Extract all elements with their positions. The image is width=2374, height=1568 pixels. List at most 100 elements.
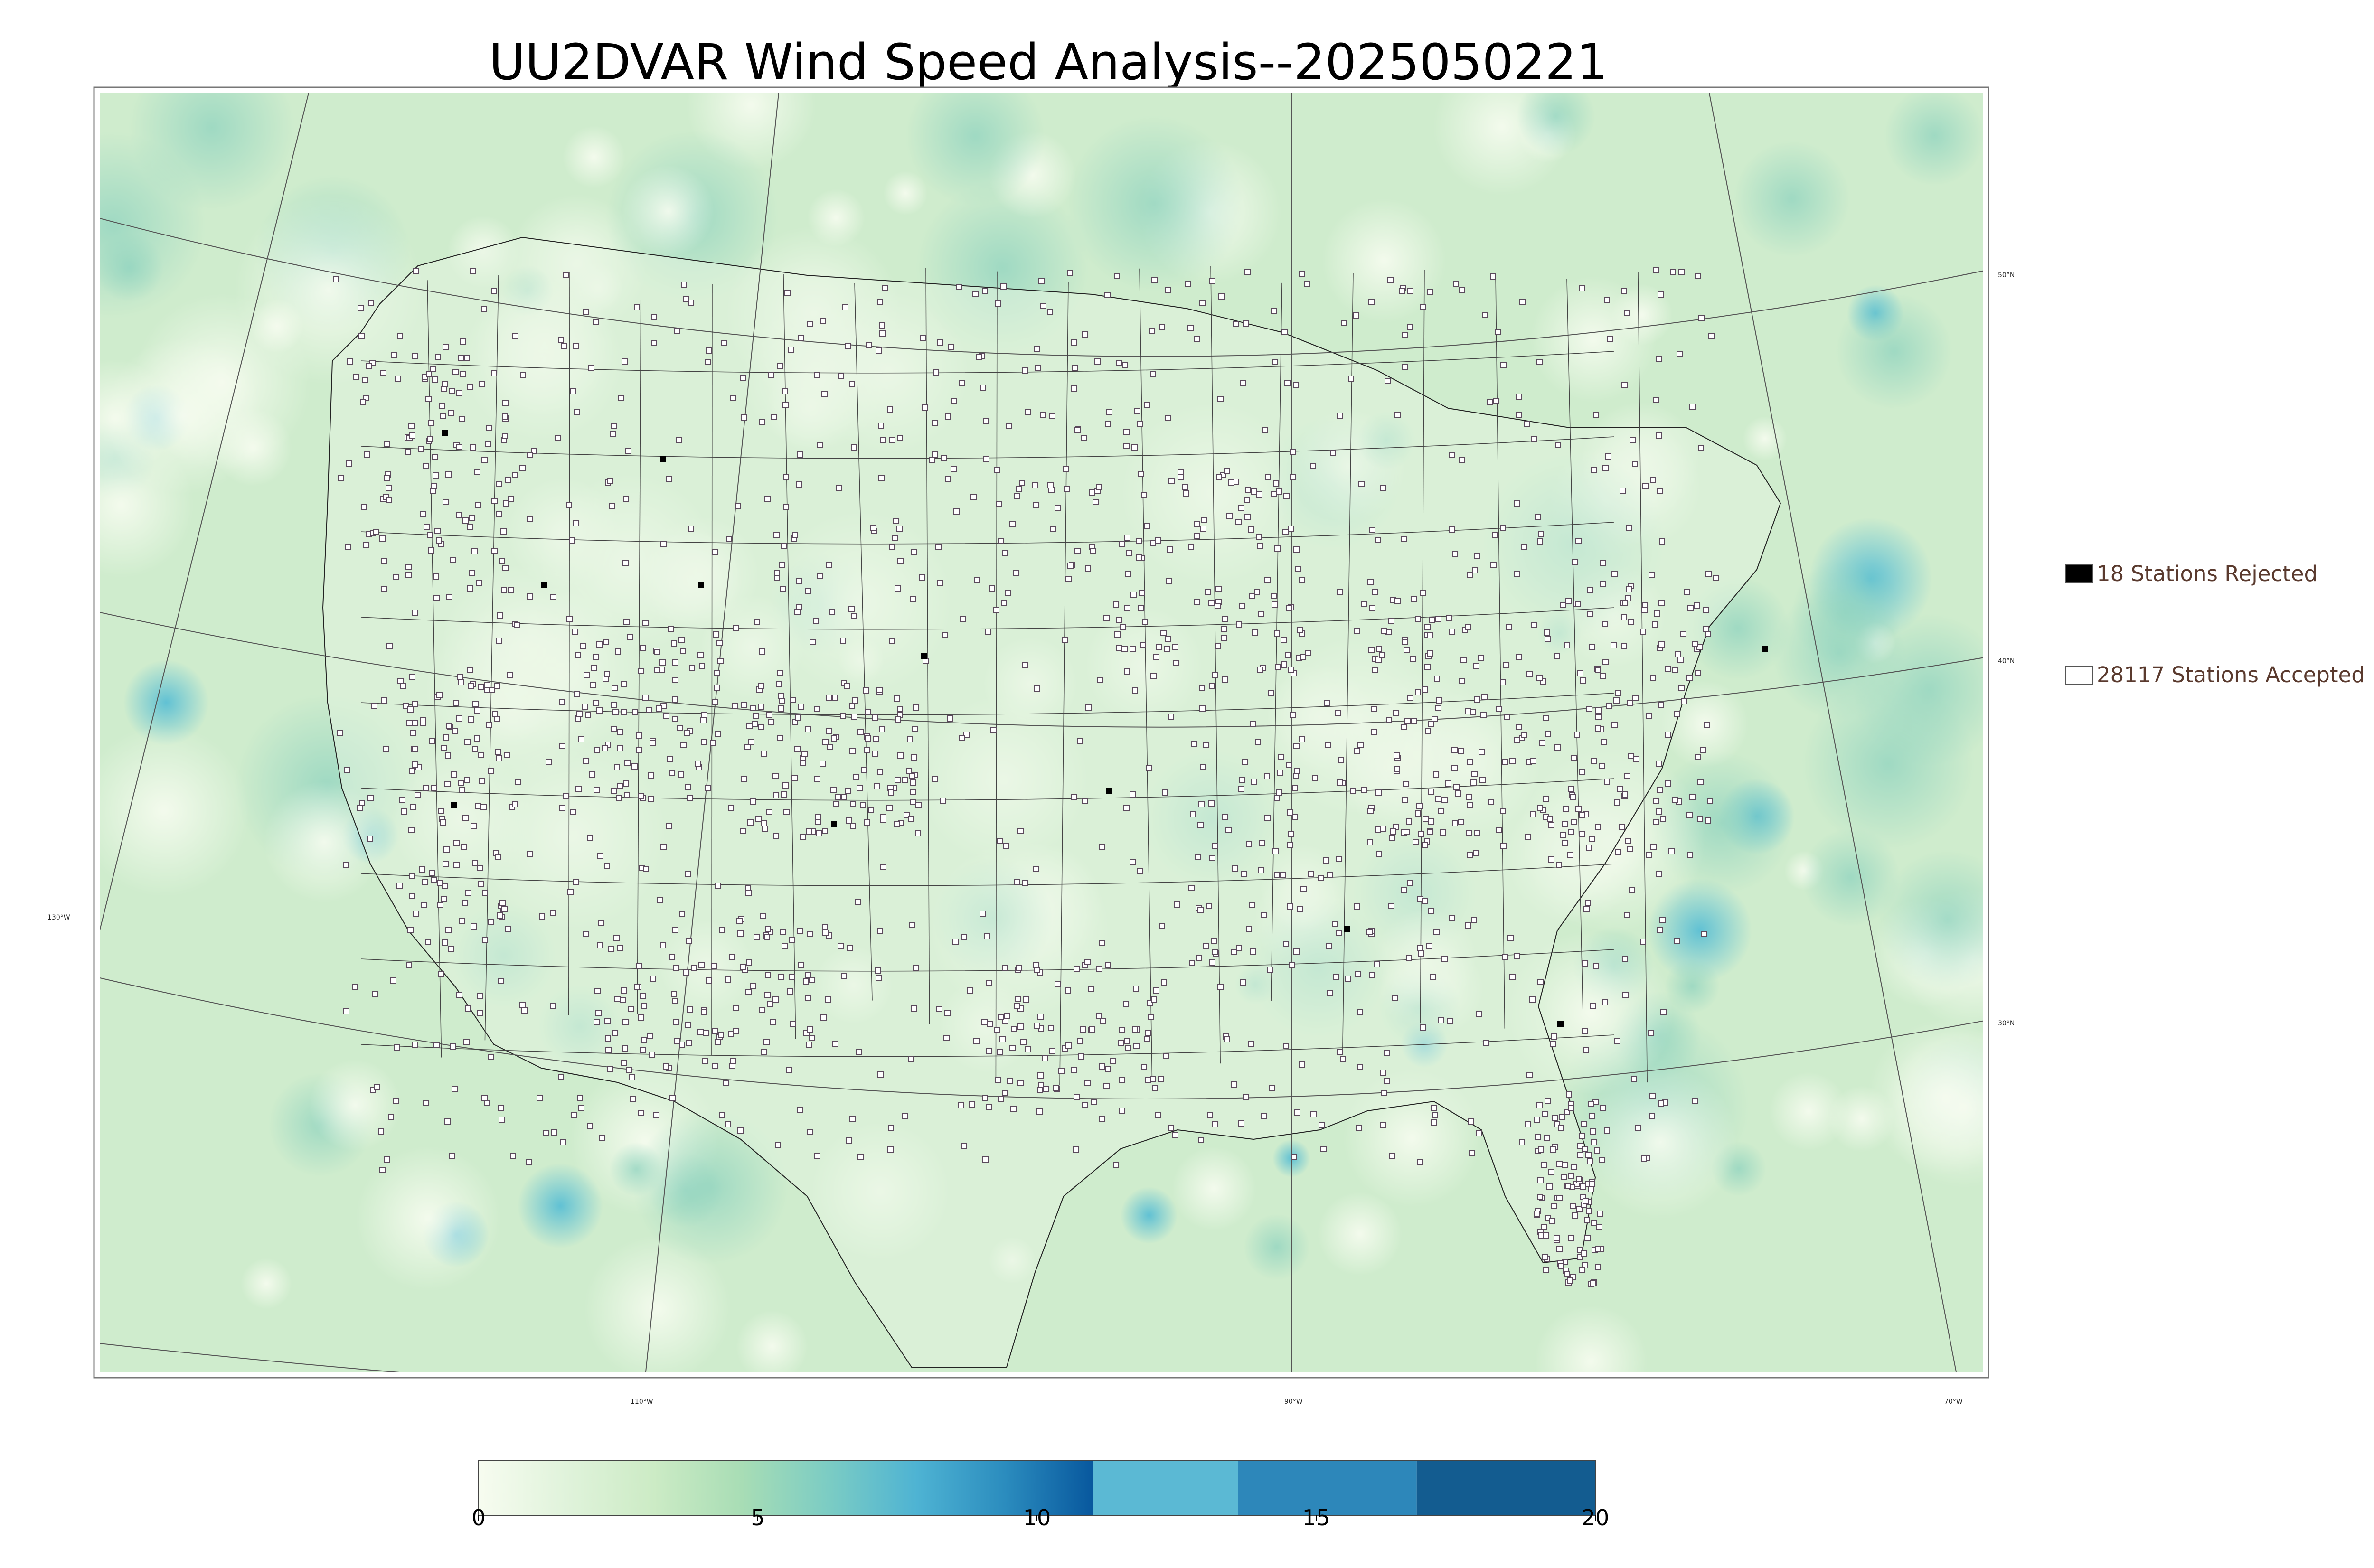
accepted-station	[381, 586, 387, 592]
accepted-station	[1286, 605, 1292, 611]
wind-texture	[1665, 958, 1720, 1014]
accepted-station	[730, 1058, 736, 1064]
accepted-station	[623, 780, 629, 787]
accepted-station	[412, 746, 418, 752]
accepted-station	[943, 1035, 950, 1041]
accepted-station	[1288, 831, 1294, 837]
accepted-station	[735, 503, 741, 509]
accepted-station	[989, 585, 995, 592]
accepted-station	[444, 781, 451, 787]
accepted-station	[456, 715, 462, 722]
accepted-station	[1254, 589, 1260, 595]
accepted-station	[470, 268, 476, 274]
accepted-station	[1019, 480, 1025, 486]
accepted-station	[1327, 872, 1333, 878]
high-wind-area	[1121, 1187, 1178, 1244]
accepted-station	[1281, 661, 1287, 667]
accepted-station	[864, 747, 870, 753]
accepted-station	[1500, 679, 1506, 685]
accepted-station	[1422, 898, 1428, 904]
accepted-station	[807, 1026, 813, 1033]
accepted-station	[877, 1071, 884, 1078]
accepted-station	[346, 460, 352, 467]
accepted-station	[889, 544, 895, 550]
accepted-station	[663, 713, 669, 719]
accepted-station	[638, 793, 644, 799]
accepted-station	[1201, 517, 1207, 523]
accepted-station	[1692, 1098, 1698, 1104]
accepted-station	[1402, 364, 1408, 370]
accepted-station	[1155, 1112, 1161, 1118]
accepted-station	[1562, 840, 1568, 846]
accepted-station	[399, 797, 405, 803]
accepted-station	[472, 746, 478, 752]
accepted-station	[1011, 1026, 1017, 1032]
accepted-station	[611, 702, 617, 708]
accepted-station	[880, 864, 886, 870]
accepted-station	[1401, 724, 1407, 730]
accepted-station	[1097, 677, 1103, 683]
accepted-station	[510, 1153, 516, 1159]
accepted-station	[1431, 1119, 1437, 1126]
accepted-station	[849, 703, 855, 709]
accepted-station	[1604, 779, 1610, 785]
accepted-station	[911, 549, 917, 555]
accepted-station	[994, 1027, 1000, 1033]
accepted-station	[1519, 299, 1526, 305]
accepted-station	[1658, 641, 1665, 648]
accepted-station	[358, 305, 364, 311]
accepted-station	[409, 432, 415, 439]
accepted-station	[651, 340, 657, 346]
accepted-station	[1082, 1102, 1088, 1108]
accepted-station	[974, 577, 980, 583]
accepted-station	[440, 413, 446, 419]
accepted-station	[1583, 1047, 1589, 1053]
state-boundary	[1638, 272, 1648, 1083]
accepted-station	[1198, 1137, 1204, 1143]
accepted-station	[832, 1041, 838, 1047]
accepted-station	[1262, 427, 1268, 433]
accepted-station	[1652, 621, 1658, 628]
accepted-station	[588, 365, 594, 371]
accepted-station	[486, 722, 492, 728]
accepted-station	[1584, 1235, 1591, 1241]
accepted-station	[650, 740, 656, 746]
accepted-station	[1470, 779, 1477, 786]
accepted-station	[716, 640, 723, 646]
accepted-station	[1415, 616, 1421, 622]
accepted-station	[420, 717, 426, 723]
accepted-station	[1245, 487, 1251, 493]
accepted-station	[888, 1125, 894, 1131]
accepted-station	[993, 607, 999, 613]
accepted-station	[1197, 907, 1204, 913]
accepted-station	[642, 620, 649, 626]
accepted-station	[985, 629, 991, 635]
accepted-station	[504, 752, 510, 758]
accepted-station	[1534, 1211, 1540, 1217]
accepted-station	[1034, 346, 1040, 352]
accepted-station	[721, 340, 727, 346]
accepted-station	[796, 481, 802, 488]
accepted-station	[1430, 974, 1436, 980]
accepted-station	[527, 851, 533, 857]
accepted-station	[502, 565, 509, 571]
accepted-station	[1337, 589, 1343, 595]
accepted-station	[1149, 328, 1155, 334]
accepted-station	[683, 969, 689, 976]
wind-texture	[1172, 1146, 1256, 1231]
accepted-station	[1506, 624, 1512, 630]
accepted-station	[1280, 872, 1286, 878]
accepted-station	[496, 481, 502, 487]
accepted-station	[1077, 1038, 1083, 1044]
accepted-station	[1007, 1078, 1013, 1084]
accepted-station	[753, 713, 759, 719]
accepted-station	[1423, 816, 1429, 822]
accepted-station	[998, 1096, 1004, 1102]
state-boundary	[1059, 282, 1069, 1086]
accepted-station	[1588, 1186, 1594, 1192]
accepted-station	[1619, 824, 1625, 830]
accepted-station	[479, 778, 485, 784]
accepted-station	[388, 1114, 394, 1120]
accepted-station	[982, 1095, 988, 1101]
accepted-station	[807, 321, 813, 327]
